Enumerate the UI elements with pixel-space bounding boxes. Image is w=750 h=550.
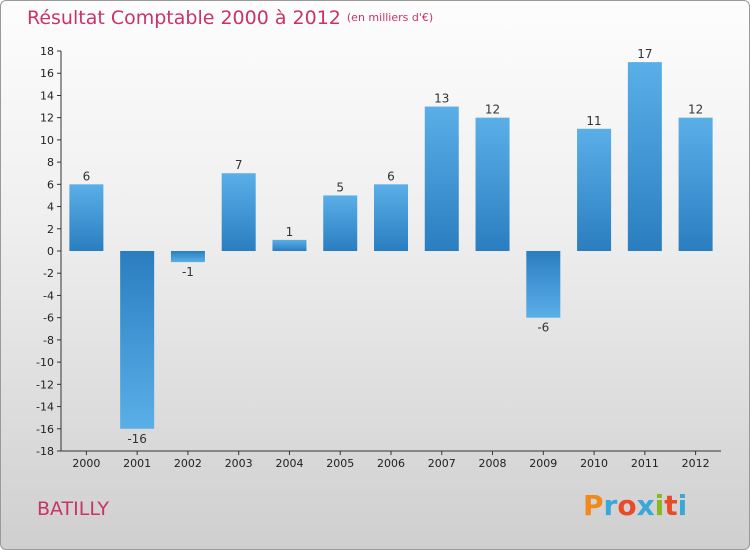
y-tick-label: 8 [47,156,54,169]
bar-value-label: 5 [336,180,344,194]
bar [272,239,307,251]
y-tick-label: 18 [40,45,54,58]
x-tick-label: 2004 [275,457,303,470]
y-tick-label: -4 [43,289,54,302]
bar-value-label: 11 [586,114,601,128]
bar [221,173,256,251]
bar-value-label: -6 [537,321,549,335]
bar-value-label: 13 [434,92,449,106]
bar [678,117,713,252]
bar [526,251,561,318]
brand-letter: i [677,489,688,522]
x-tick-label: 2001 [123,457,151,470]
brand-letter: x [636,489,655,522]
y-tick-label: -16 [36,423,54,436]
y-tick-label: 14 [40,89,54,102]
x-tick-label: 2007 [428,457,456,470]
bar-value-label: 12 [688,103,703,117]
brand-letter: t [664,489,678,522]
bar [374,184,408,251]
x-tick-label: 2002 [174,457,202,470]
y-tick-label: 6 [47,178,54,191]
y-tick-label: -8 [43,334,54,347]
y-tick-label: 4 [47,201,54,214]
bar-value-label: -16 [127,432,147,446]
bar [69,184,104,251]
brand-letter: i [654,489,665,522]
chart-title: Résultat Comptable 2000 à 2012 (en millie… [27,7,433,29]
bar [323,195,358,251]
y-tick-label: 10 [40,134,54,147]
x-tick-label: 2006 [377,457,405,470]
x-tick-label: 2003 [225,457,253,470]
brand-logo: Proxiti [583,489,687,522]
x-tick-label: 2011 [631,457,659,470]
y-tick-label: 16 [40,67,54,80]
y-tick-label: -14 [36,401,54,414]
bar-value-label: 7 [235,158,243,172]
y-tick-label: -12 [36,378,54,391]
bar-value-label: -1 [182,265,194,279]
x-tick-label: 2009 [529,457,557,470]
bar [577,128,612,251]
bar [475,117,510,252]
commune-name: BATILLY [37,498,110,520]
bar [120,251,155,429]
bar-value-label: 6 [387,169,395,183]
x-tick-label: 2012 [682,457,710,470]
bar [424,106,459,251]
chart-title-text: Résultat Comptable 2000 à 2012 [27,7,341,29]
bar-value-label: 17 [637,47,652,61]
chart-subtitle: (en milliers d'€) [346,11,434,24]
y-tick-label: -2 [43,267,54,280]
bar-value-label: 12 [485,103,500,117]
bar-value-label: 6 [83,169,91,183]
y-tick-label: -6 [43,312,54,325]
bar-value-label: 1 [286,225,294,239]
x-tick-label: 2008 [479,457,507,470]
brand-letter: r [603,489,618,522]
brand-letter: o [617,489,637,522]
bar [170,251,205,263]
x-tick-label: 2000 [72,457,100,470]
x-tick-label: 2005 [326,457,354,470]
bar [627,62,662,251]
y-tick-label: 12 [40,112,54,125]
y-tick-label: 0 [47,245,54,258]
y-tick-label: 2 [47,223,54,236]
brand-letter: P [583,489,604,522]
y-tick-label: -18 [36,445,54,458]
y-tick-label: -10 [36,356,54,369]
x-tick-label: 2010 [580,457,608,470]
